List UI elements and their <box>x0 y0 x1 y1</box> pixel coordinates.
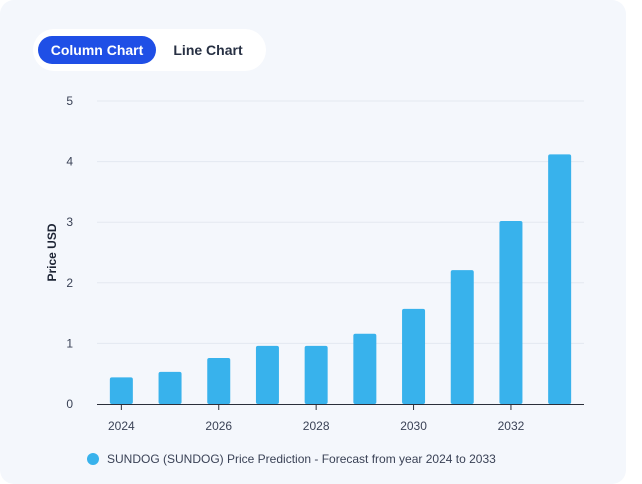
bars <box>109 154 572 404</box>
bar-2028[interactable] <box>304 345 328 404</box>
y-axis-ticks: 0 1 2 3 4 5 <box>66 94 73 411</box>
y-tick-label: 4 <box>66 155 73 169</box>
x-tick-label: 2024 <box>108 419 135 433</box>
legend-label: SUNDOG (SUNDOG) Price Prediction - Forec… <box>107 452 496 466</box>
y-tick-label: 3 <box>66 215 73 229</box>
y-axis-title: Price USD <box>45 223 59 281</box>
y-tick-label: 5 <box>66 94 73 108</box>
bar-2033[interactable] <box>548 154 572 404</box>
bar-2026[interactable] <box>207 357 231 404</box>
y-tick-label: 1 <box>66 336 73 350</box>
bar-2025[interactable] <box>158 371 182 404</box>
chart-legend[interactable]: SUNDOG (SUNDOG) Price Prediction - Forec… <box>87 452 496 466</box>
y-tick-label: 2 <box>66 276 73 290</box>
chart-type-toggle: Column Chart Line Chart <box>33 29 266 71</box>
bar-2029[interactable] <box>353 333 377 404</box>
x-tick-label: 2028 <box>303 419 330 433</box>
tab-column-chart[interactable]: Column Chart <box>38 36 156 64</box>
bar-2032[interactable] <box>499 220 523 404</box>
legend-swatch <box>87 453 99 465</box>
x-tick-label: 2026 <box>205 419 232 433</box>
y-tick-label: 0 <box>66 397 73 411</box>
bar-2030[interactable] <box>402 308 426 404</box>
bar-2027[interactable] <box>255 345 279 404</box>
bar-2031[interactable] <box>450 270 474 404</box>
bar-2024[interactable] <box>109 377 133 404</box>
x-axis-ticks: 2024 2026 2028 2030 2032 <box>97 404 584 433</box>
x-tick-label: 2030 <box>400 419 427 433</box>
x-tick-label: 2032 <box>498 419 525 433</box>
tab-line-chart[interactable]: Line Chart <box>173 42 243 58</box>
